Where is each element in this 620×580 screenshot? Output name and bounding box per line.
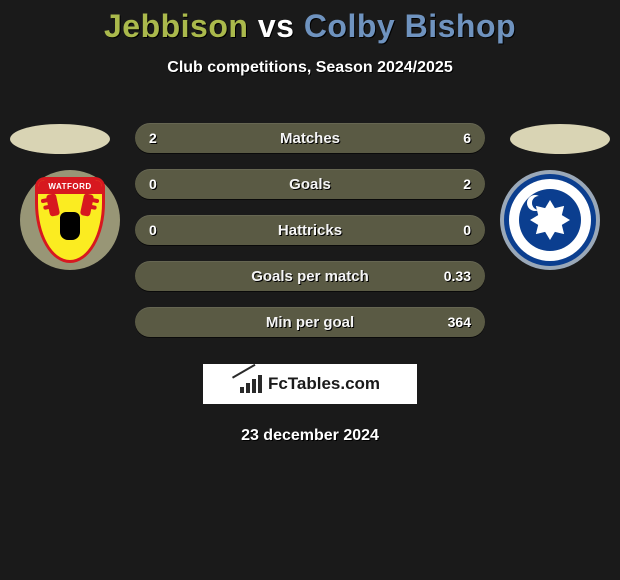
stat-row: 0 Hattricks 0: [135, 215, 485, 245]
fctables-logo: FcTables.com: [202, 363, 418, 405]
player2-silhouette: [510, 124, 610, 154]
stat-right-value: 2: [463, 176, 471, 192]
watford-crest-icon: WATFORD: [35, 177, 105, 263]
stat-row: Min per goal 364: [135, 307, 485, 337]
watford-banner: WATFORD: [38, 180, 102, 194]
stat-row: Goals per match 0.33: [135, 261, 485, 291]
stat-left-value: 0: [149, 176, 157, 192]
page-title: Jebbison vs Colby Bishop: [0, 0, 620, 45]
stat-label: Goals: [135, 176, 485, 193]
club-badge-left: WATFORD: [20, 170, 120, 270]
player1-name: Jebbison: [104, 8, 248, 44]
stat-label: Min per goal: [135, 314, 485, 331]
portsmouth-crest-icon: [504, 174, 596, 266]
moose-icon: [50, 198, 90, 246]
stat-row: 0 Goals 2: [135, 169, 485, 199]
stat-left-value: 0: [149, 222, 157, 238]
logo-text: FcTables.com: [268, 374, 380, 394]
stat-left-value: 2: [149, 130, 157, 146]
title-vs: vs: [258, 8, 295, 44]
stat-right-value: 0: [463, 222, 471, 238]
stat-right-value: 364: [448, 314, 471, 330]
date-text: 23 december 2024: [0, 427, 620, 445]
player2-name: Colby Bishop: [304, 8, 516, 44]
star-icon: [530, 200, 570, 240]
player1-silhouette: [10, 124, 110, 154]
stat-label: Goals per match: [135, 268, 485, 285]
club-badge-right: [500, 170, 600, 270]
stat-right-value: 0.33: [444, 268, 471, 284]
stat-row: 2 Matches 6: [135, 123, 485, 153]
stat-label: Hattricks: [135, 222, 485, 239]
stats-panel: 2 Matches 6 0 Goals 2 0 Hattricks 0 Goal…: [135, 123, 485, 337]
subtitle: Club competitions, Season 2024/2025: [0, 59, 620, 77]
bar-chart-icon: [240, 375, 262, 393]
stat-right-value: 6: [463, 130, 471, 146]
stat-label: Matches: [135, 130, 485, 147]
